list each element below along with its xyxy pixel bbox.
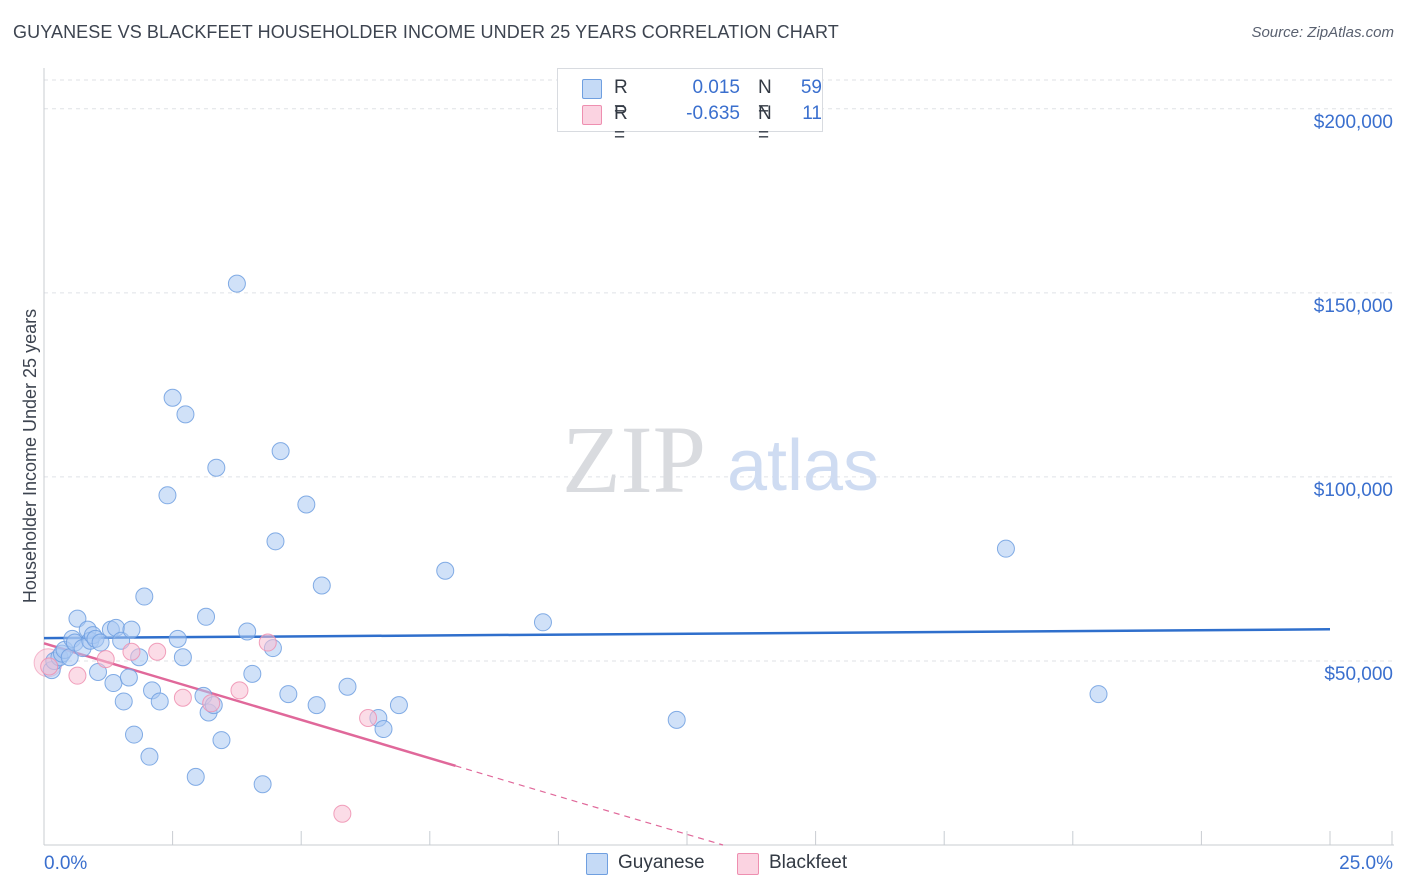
chart-title: GUYANESE VS BLACKFEET HOUSEHOLDER INCOME…	[13, 22, 839, 42]
guyanese-point	[91, 633, 110, 652]
guyanese-point	[667, 710, 686, 729]
guyanese-trend-line	[43, 628, 1331, 640]
guyanese-legend-label: Guyanese	[618, 852, 705, 873]
blackfeet-point	[148, 642, 167, 661]
blackfeet-point	[359, 709, 378, 728]
blackfeet-point	[173, 688, 192, 707]
grid-layer	[44, 79, 1394, 662]
guyanese-swatch	[586, 853, 608, 875]
guyanese-point	[119, 668, 138, 687]
guyanese-point	[266, 532, 285, 551]
watermark-zip: ZIP	[562, 406, 706, 513]
blackfeet-point	[230, 681, 249, 700]
axis-layer	[43, 68, 1394, 846]
guyanese-point	[389, 696, 408, 715]
guyanese-point	[338, 677, 357, 696]
guyanese-point	[112, 631, 131, 650]
axis-labels: $50,000 $100,000 $150,000 $200,000 0.0% 25.0%	[44, 112, 1393, 874]
guyanese-point	[436, 561, 455, 580]
y-tick-label: $50,000	[1324, 664, 1393, 685]
n-value: 59	[800, 77, 822, 98]
guyanese-swatch	[582, 79, 602, 99]
y-tick-label: $100,000	[1314, 480, 1393, 501]
guyanese-point	[125, 725, 144, 744]
guyanese-point	[168, 629, 187, 648]
guyanese-point	[158, 486, 177, 505]
guyanese-point	[150, 692, 169, 711]
blackfeet-point	[68, 666, 87, 685]
guyanese-point	[312, 576, 331, 595]
guyanese-point	[122, 620, 141, 639]
guyanese-point	[243, 664, 262, 683]
guyanese-point	[307, 696, 326, 715]
blackfeet-point	[122, 642, 141, 661]
guyanese-point	[253, 775, 272, 794]
blackfeet-swatch	[737, 853, 759, 875]
guyanese-point	[176, 405, 195, 424]
guyanese-point	[996, 539, 1015, 558]
guyanese-point	[533, 613, 552, 632]
guyanese-point	[297, 495, 316, 514]
blackfeet-point	[202, 694, 221, 713]
points-layer	[33, 274, 1108, 823]
r-value: 0.015	[692, 77, 740, 98]
y-tick-label: $150,000	[1314, 296, 1393, 317]
blackfeet-point	[333, 804, 352, 823]
n-value: 11	[802, 103, 822, 124]
n-label: N =	[758, 103, 772, 146]
r-label: R =	[614, 103, 628, 146]
guyanese-point	[271, 442, 290, 461]
r-label: R =	[614, 77, 628, 120]
guyanese-point	[104, 674, 123, 693]
correlation-legend: R = 0.015 N = 59 R = -0.635 N = 11	[557, 68, 823, 146]
blackfeet-legend-label: Blackfeet	[769, 852, 848, 873]
guyanese-point	[135, 587, 154, 606]
source-label: Source: ZipAtlas.com	[1251, 24, 1394, 41]
blackfeet-point	[96, 650, 115, 669]
guyanese-point	[140, 747, 159, 766]
y-axis-title: Householder Income Under 25 years	[20, 309, 40, 603]
blackfeet-trend-extension	[455, 765, 724, 846]
blackfeet-point	[40, 657, 59, 676]
watermark-atlas: atlas	[727, 426, 879, 506]
y-tick-label: $200,000	[1314, 112, 1393, 133]
blackfeet-point	[258, 633, 277, 652]
guyanese-point	[374, 720, 393, 739]
guyanese-point	[68, 609, 87, 628]
blackfeet-swatch	[582, 105, 602, 125]
r-value: -0.635	[686, 103, 740, 124]
guyanese-point	[1089, 685, 1108, 704]
guyanese-point	[163, 388, 182, 407]
trend-layer	[43, 628, 1331, 846]
guyanese-point	[238, 622, 257, 641]
x-tick-label: 25.0%	[1339, 853, 1393, 874]
n-label: N =	[758, 77, 772, 120]
x-tick-label: 0.0%	[44, 853, 87, 874]
guyanese-point	[279, 685, 298, 704]
guyanese-point	[186, 767, 205, 786]
guyanese-point	[227, 274, 246, 293]
guyanese-point	[173, 648, 192, 667]
guyanese-point	[207, 458, 226, 477]
watermark: ZIP atlas	[562, 406, 879, 513]
guyanese-point	[212, 731, 231, 750]
guyanese-point	[197, 607, 216, 626]
guyanese-point	[114, 692, 133, 711]
